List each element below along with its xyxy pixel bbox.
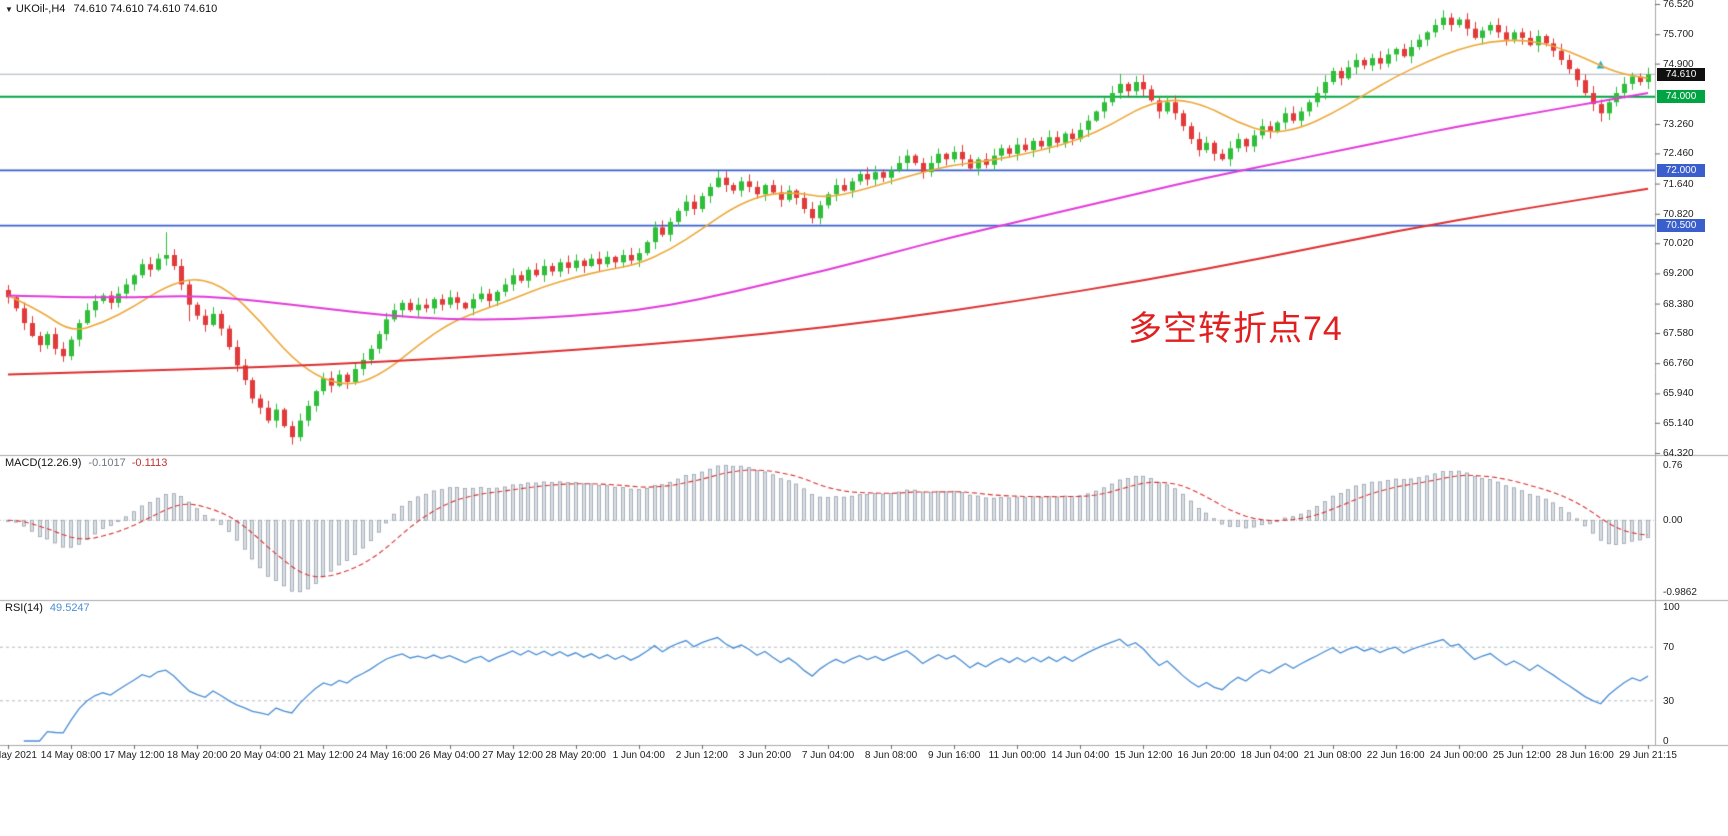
time-axis[interactable] xyxy=(0,745,1728,769)
price-axis[interactable] xyxy=(1655,0,1728,745)
